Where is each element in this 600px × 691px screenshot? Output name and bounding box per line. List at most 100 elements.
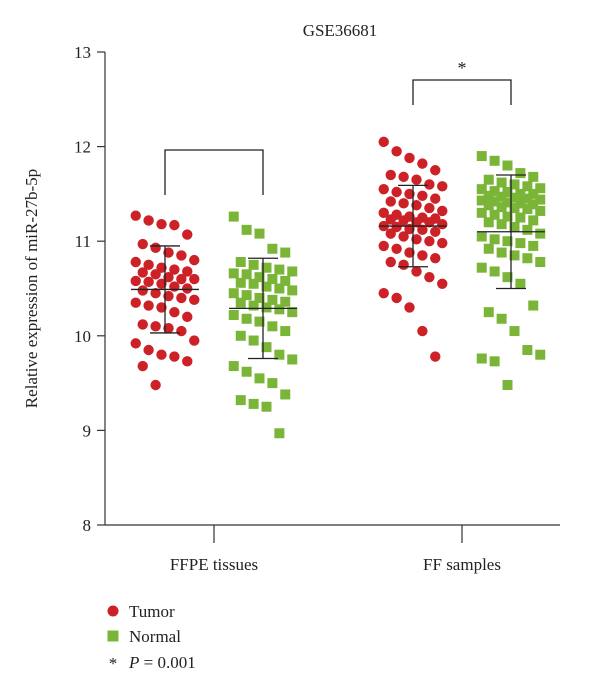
data-point-normal	[483, 217, 494, 228]
data-point-tumor	[430, 193, 441, 204]
data-point-normal	[274, 264, 285, 275]
data-point-normal	[496, 202, 507, 213]
data-point-normal	[515, 168, 526, 179]
data-point-tumor	[391, 292, 402, 304]
data-point-tumor	[137, 238, 148, 250]
data-point-normal	[528, 240, 539, 251]
data-point-tumor	[411, 234, 422, 245]
data-point-tumor	[169, 281, 180, 292]
data-point-tumor	[163, 323, 174, 334]
data-point-tumor	[130, 210, 141, 221]
data-point-tumor	[150, 321, 161, 332]
data-point-tumor	[378, 207, 389, 219]
data-point-tumor	[189, 294, 200, 306]
data-point-normal	[502, 187, 513, 198]
data-point-tumor	[137, 267, 148, 278]
y-tick-label: 9	[83, 421, 92, 440]
data-point-normal	[535, 257, 546, 268]
data-point-normal	[502, 160, 513, 171]
data-point-normal	[496, 247, 507, 258]
data-point-tumor	[437, 278, 448, 289]
data-point-tumor	[378, 288, 389, 299]
data-point-normal	[235, 395, 246, 406]
data-point-tumor	[417, 250, 428, 261]
data-point-normal	[522, 181, 533, 192]
data-point-normal	[528, 300, 539, 311]
data-point-normal	[509, 222, 520, 233]
significance-bracket	[164, 149, 264, 195]
data-point-normal	[502, 272, 513, 283]
data-point-tumor	[424, 179, 435, 190]
data-point-tumor	[130, 297, 141, 308]
data-point-normal	[483, 190, 494, 201]
data-point-tumor	[385, 214, 396, 225]
significance-bracket	[412, 79, 512, 105]
data-point-tumor	[163, 247, 174, 258]
data-point-tumor	[430, 351, 441, 362]
y-tick-label: 10	[74, 327, 91, 346]
data-point-normal	[254, 292, 265, 303]
legend-marker-asterisk: *	[109, 654, 118, 673]
data-point-normal	[248, 259, 259, 270]
data-point-tumor	[404, 302, 415, 313]
data-point-normal	[241, 269, 252, 280]
data-point-normal	[228, 309, 239, 320]
chart-title: GSE36681	[303, 21, 378, 40]
data-point-tumor	[156, 218, 167, 230]
data-point-normal	[522, 204, 533, 215]
data-point-normal	[476, 195, 487, 206]
data-point-normal	[509, 326, 520, 337]
data-point-normal	[535, 205, 546, 216]
data-point-normal	[287, 266, 298, 277]
data-point-normal	[535, 183, 546, 194]
data-point-normal	[489, 209, 500, 220]
data-point-tumor	[378, 136, 389, 148]
data-point-tumor	[182, 229, 193, 240]
y-tick-label: 13	[74, 43, 91, 62]
data-point-normal	[528, 171, 539, 182]
data-point-tumor	[163, 290, 174, 302]
data-point-normal	[489, 356, 500, 367]
data-point-normal	[528, 188, 539, 199]
data-point-normal	[489, 196, 500, 207]
data-point-normal	[267, 274, 278, 285]
data-point-tumor	[130, 256, 141, 268]
data-point-tumor	[150, 379, 161, 391]
data-point-normal	[261, 262, 272, 273]
data-point-normal	[235, 297, 246, 308]
data-point-tumor	[130, 338, 141, 349]
data-point-tumor	[391, 186, 402, 198]
data-point-tumor	[398, 231, 409, 242]
plot-area: GSE36681 8 9 10 11 12 13 FFPE tissues FF samples…	[22, 21, 560, 673]
data-point-normal	[228, 288, 239, 299]
data-point-normal	[489, 266, 500, 277]
data-point-tumor	[130, 275, 141, 287]
data-point-normal	[502, 197, 513, 208]
legend-label-italic: P	[128, 653, 139, 672]
data-point-tumor	[176, 273, 187, 285]
data-point-tumor	[430, 253, 441, 264]
data-point-tumor	[398, 259, 409, 271]
data-point-tumor	[417, 190, 428, 201]
data-point-normal	[267, 294, 278, 305]
data-point-tumor	[404, 188, 415, 200]
data-point-normal	[522, 253, 533, 264]
data-point-tumor	[137, 319, 148, 330]
data-point-tumor	[143, 276, 154, 288]
data-point-tumor	[176, 250, 187, 261]
data-point-tumor	[411, 266, 422, 277]
y-tick-label: 12	[74, 138, 91, 157]
data-point-tumor	[437, 237, 448, 249]
data-point-normal	[515, 212, 526, 223]
data-point-normal	[528, 199, 539, 210]
data-point-normal	[509, 179, 520, 190]
y-tick-label: 8	[83, 516, 92, 535]
data-point-normal	[248, 300, 259, 311]
data-point-normal	[261, 302, 272, 313]
data-point-tumor	[411, 174, 422, 185]
x-tick-label: FF samples	[423, 555, 501, 574]
legend-label: Normal	[129, 627, 181, 646]
data-point-tumor	[424, 202, 435, 214]
data-point-normal	[502, 211, 513, 222]
data-point-normal	[280, 247, 291, 258]
